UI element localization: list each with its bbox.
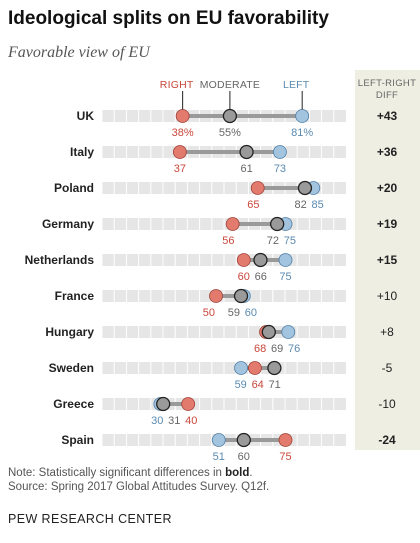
moderate-value-label: 82 xyxy=(295,199,307,211)
country-label: Italy xyxy=(70,145,94,159)
left-value-label: 75 xyxy=(284,235,296,247)
note-prefix: Note: Statistically significant differen… xyxy=(8,467,226,479)
right-value-label: 37 xyxy=(174,163,186,175)
moderate-value-label: 71 xyxy=(269,379,281,391)
source: Source: Spring 2017 Global Attitudes Sur… xyxy=(8,481,270,493)
country-label: Greece xyxy=(53,397,94,411)
right-value-label: 40 xyxy=(185,415,197,427)
country-label: Poland xyxy=(54,181,94,195)
left-dot xyxy=(211,433,226,447)
country-label: Hungary xyxy=(45,325,94,339)
moderate-value-label: 60 xyxy=(238,451,250,462)
chart-title: Ideological splits on EU favorability xyxy=(8,8,329,29)
country-label: Netherlands xyxy=(25,253,95,267)
moderate-dot xyxy=(261,324,276,340)
diff-value: +20 xyxy=(377,181,398,195)
right-value-label: 50 xyxy=(203,307,215,319)
moderate-value-label: 31 xyxy=(168,415,180,427)
country-label: Germany xyxy=(42,217,94,231)
left-value-label: 76 xyxy=(288,343,300,355)
left-value-label: 81% xyxy=(291,127,313,139)
left-value-label: 75 xyxy=(279,271,291,283)
moderate-dot xyxy=(270,216,285,232)
left-dot xyxy=(278,253,293,267)
diff-value: -24 xyxy=(378,433,396,447)
right-dot xyxy=(225,217,240,231)
moderate-dot xyxy=(233,288,249,304)
note-suffix: . xyxy=(249,467,253,479)
moderate-value-label: 69 xyxy=(271,343,283,355)
diff-value: +8 xyxy=(380,325,394,339)
legend-right: RIGHT xyxy=(160,79,194,91)
country-label: France xyxy=(55,289,95,303)
right-dot xyxy=(172,145,187,159)
note-bold: bold xyxy=(225,467,250,479)
moderate-dot xyxy=(236,432,251,448)
moderate-dot xyxy=(253,252,268,268)
right-value-label: 68 xyxy=(254,343,266,355)
moderate-dot xyxy=(297,180,313,196)
organization: PEW RESEARCH CENTER xyxy=(8,512,172,526)
diff-value: -10 xyxy=(378,397,396,411)
left-value-label: 73 xyxy=(274,163,286,175)
right-dot xyxy=(250,181,265,195)
right-value-label: 60 xyxy=(238,271,250,283)
diff-column-bg xyxy=(355,70,420,450)
moderate-value-label: 72 xyxy=(267,235,279,247)
right-dot xyxy=(209,289,223,303)
diff-header-line1: LEFT-RIGHT xyxy=(358,78,416,89)
right-dot xyxy=(278,433,293,447)
diff-value: +15 xyxy=(377,253,398,267)
left-value-label: 59 xyxy=(235,379,247,391)
right-value-label: 64 xyxy=(252,379,264,391)
right-dot xyxy=(181,397,196,411)
right-value-label: 38% xyxy=(172,127,194,139)
left-dot xyxy=(281,325,296,339)
left-value-label: 85 xyxy=(312,199,324,211)
diff-header-line2: DIFF xyxy=(376,90,398,101)
moderate-dot xyxy=(156,396,171,412)
country-label: UK xyxy=(77,109,95,123)
country-label: Sweden xyxy=(49,361,94,375)
right-value-label: 65 xyxy=(247,199,259,211)
left-dot xyxy=(234,361,248,375)
moderate-dot xyxy=(267,360,282,376)
left-value-label: 60 xyxy=(245,307,257,319)
legend-left: LEFT xyxy=(283,79,310,91)
moderate-value-label: 59 xyxy=(228,307,240,319)
moderate-value-label: 61 xyxy=(240,163,252,175)
left-value-label: 30 xyxy=(151,415,163,427)
left-value-label: 51 xyxy=(213,451,225,462)
moderate-dot xyxy=(239,144,254,160)
note: Note: Statistically significant differen… xyxy=(8,466,253,481)
moderate-value-label: 55% xyxy=(219,127,241,139)
diff-value: +36 xyxy=(377,145,398,159)
right-dot xyxy=(236,253,251,267)
chart-subtitle: Favorable view of EU xyxy=(8,44,150,61)
moderate-value-label: 66 xyxy=(255,271,267,283)
diff-value: +43 xyxy=(377,109,398,123)
diff-value: +10 xyxy=(377,289,398,303)
left-dot xyxy=(295,109,310,123)
left-dot xyxy=(273,145,287,159)
diff-value: +19 xyxy=(377,217,398,231)
right-dot xyxy=(175,109,190,123)
right-dot xyxy=(248,361,262,375)
right-value-label: 56 xyxy=(222,235,234,247)
moderate-dot xyxy=(222,108,238,124)
country-label: Spain xyxy=(61,433,94,447)
diff-value: -5 xyxy=(382,361,393,375)
right-value-label: 75 xyxy=(279,451,291,462)
legend-moderate: MODERATE xyxy=(200,79,260,91)
